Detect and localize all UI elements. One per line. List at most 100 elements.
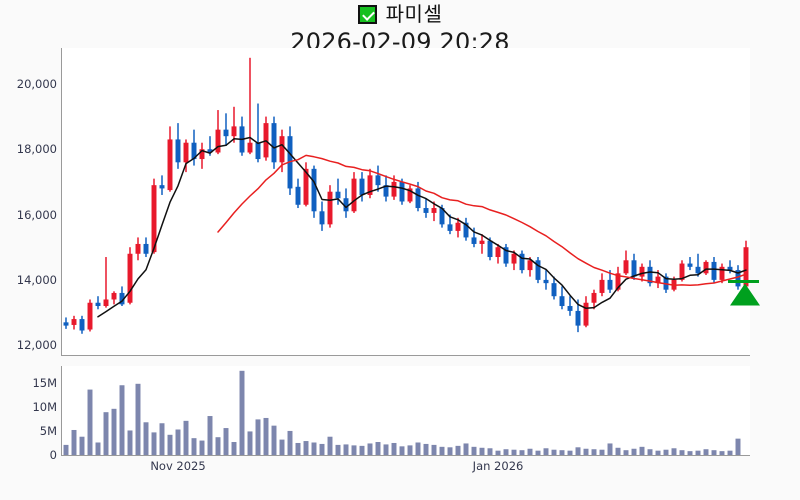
volume-bar [351,445,357,455]
candlestick [591,289,597,310]
volume-bar [679,450,685,455]
candlestick [519,250,525,274]
volume-bar [127,430,133,455]
volume-bar [599,449,605,455]
candlestick [695,253,701,277]
candlestick [63,317,69,329]
volume-bar [87,389,93,455]
buy-triangle-icon[interactable] [730,283,760,306]
volume-x-axis-line [61,455,750,457]
volume-bar [631,448,637,455]
volume-bar [519,450,525,455]
volume-bar [343,444,349,455]
volume-bar [223,428,229,455]
candlestick [447,214,453,235]
volume-bar [119,385,125,455]
candlestick [151,178,157,254]
candlestick [311,165,317,218]
volume-bar [711,450,717,455]
candlestick [527,257,533,277]
volume-bar [687,451,693,455]
volume-bar [487,448,493,455]
volume-y-tick: 10M [32,399,57,414]
volume-bar [191,438,197,455]
candlestick [407,185,413,204]
volume-bar [335,444,341,455]
volume-bar [591,449,597,455]
candlestick [463,217,469,241]
candlestick [327,185,333,228]
candlestick [479,234,485,254]
volume-bar [455,445,461,455]
x-tick: Jan 2026 [472,459,524,473]
price-y-tick: 20,000 [16,76,57,91]
price-chart-panel [62,48,750,355]
candlestick [647,260,653,287]
volume-bar [527,448,533,455]
volume-bar [575,447,581,455]
price-y-tick: 12,000 [16,338,57,353]
volume-bar [135,383,141,455]
volume-bar [271,425,277,455]
candlestick [399,178,405,205]
volume-bar [63,444,69,455]
candlestick [543,270,549,290]
volume-bar [207,416,213,455]
volume-bar [647,449,653,455]
candlestick [503,243,509,267]
volume-bar [327,436,333,455]
volume-bar [607,443,613,455]
volume-bar [735,438,741,455]
green-check-icon [357,4,377,24]
candlestick [367,168,373,199]
volume-bar [303,441,309,455]
candlestick [703,260,709,275]
volume-bar [535,450,541,455]
candlestick [623,250,629,275]
candlestick [79,315,85,334]
price-x-axis-line [61,354,750,356]
volume-bar [719,451,725,455]
candlestick [271,116,277,169]
volume-bar [359,445,365,455]
volume-bar [199,440,205,455]
candlestick [375,165,381,192]
candlestick [71,315,77,330]
volume-bar [431,444,437,455]
volume-y-tick: 0 [49,448,57,462]
candlestick [383,175,389,202]
volume-bar [551,449,557,455]
volume-bar [663,449,669,455]
candlestick [95,296,101,310]
candlestick [255,103,261,163]
volume-bar [503,449,509,455]
volume-y-axis-line [61,366,63,456]
volume-bar [159,423,165,455]
volume-bar [247,431,253,455]
volume-bar [439,446,445,455]
candlestick [711,257,717,284]
volume-bar [287,430,293,455]
volume-bar [399,446,405,455]
volume-bar [71,429,77,455]
candlestick [423,198,429,218]
volume-bar [183,420,189,455]
candlestick [135,237,141,261]
candlestick [303,162,309,207]
volume-y-tick-labels: 15M 10M 5M 0 [0,0,57,500]
volume-bar [407,445,413,455]
volume-bar [703,449,709,455]
volume-bar [623,450,629,455]
volume-bar [567,450,573,455]
candlestick [583,296,589,328]
candlestick [551,276,557,300]
candlestick [559,286,565,310]
volume-bar [543,448,549,455]
candlestick [455,217,461,238]
volume-bar [511,449,517,455]
moving-average-line [217,154,747,286]
volume-bar [295,442,301,455]
